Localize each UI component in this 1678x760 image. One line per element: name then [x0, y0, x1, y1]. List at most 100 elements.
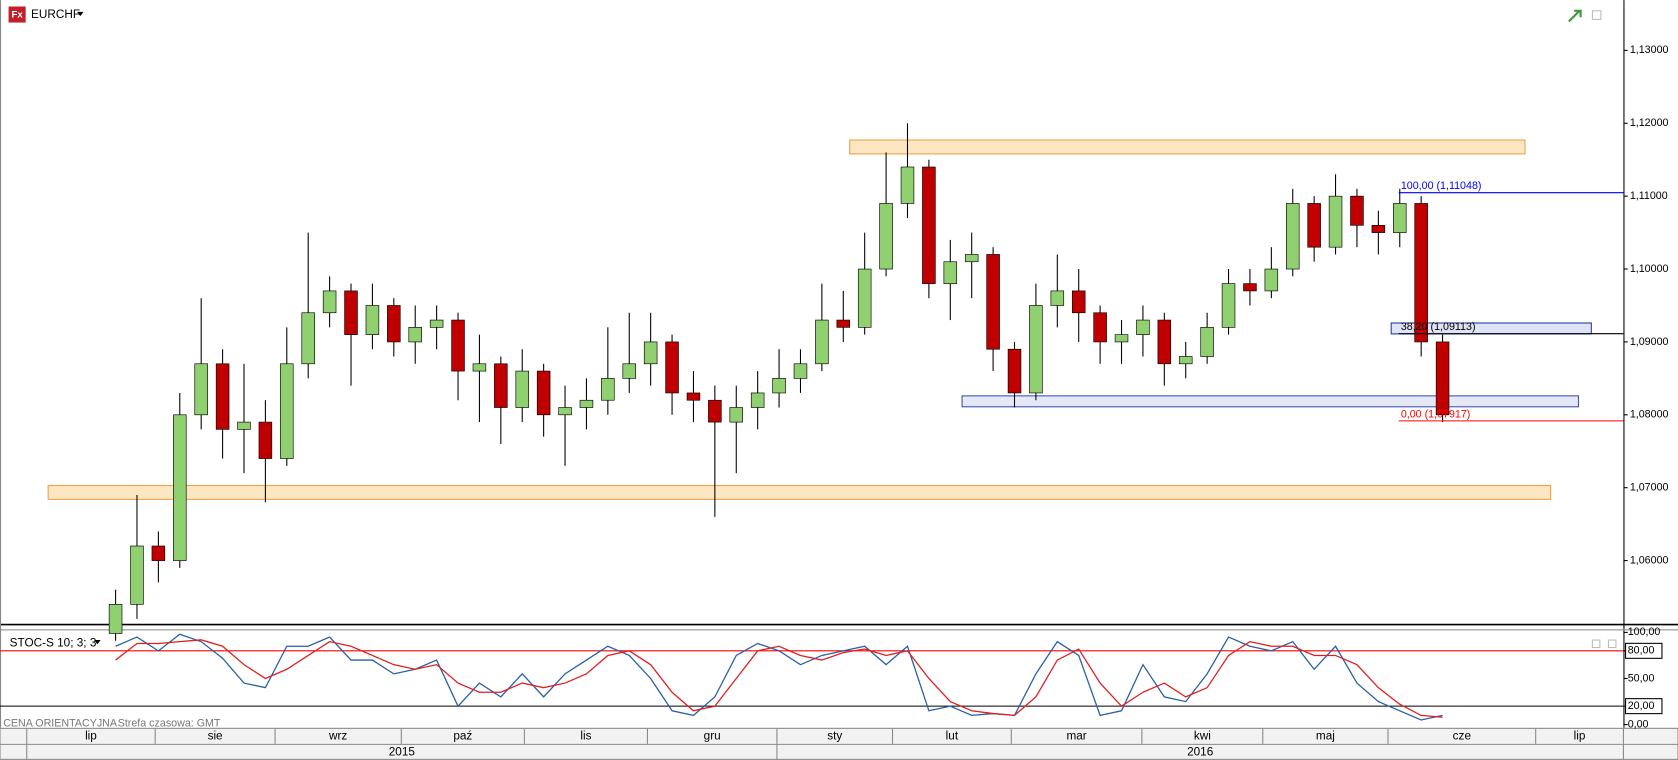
candle-body: [1200, 327, 1214, 357]
candle-body: [173, 414, 187, 561]
y-tick-label: 0,00: [1628, 718, 1649, 730]
y-tick-label: 80,00: [1628, 645, 1655, 657]
candle-body: [1093, 312, 1107, 343]
candle-body: [1029, 305, 1043, 394]
candle-body: [601, 378, 615, 401]
candle-body: [1157, 319, 1172, 365]
month-label: lip: [1574, 729, 1586, 742]
candle-body: [622, 363, 636, 379]
candle-body: [986, 254, 1000, 350]
candle-body: [1114, 334, 1129, 343]
symbol-dropdown[interactable]: [77, 11, 84, 17]
candle-body: [900, 166, 915, 204]
candle-body: [558, 407, 572, 416]
candle-body: [536, 370, 551, 416]
y-tick-label: 1,06000: [1630, 554, 1669, 566]
y-tick-label: 20,00: [1628, 700, 1655, 712]
zone: [47, 484, 1552, 500]
candle-body: [387, 305, 401, 343]
candle-body: [365, 305, 380, 335]
month-label: wrz: [328, 729, 347, 742]
candle-body: [1136, 319, 1150, 335]
candle-body: [836, 319, 851, 328]
year-label: 2015: [389, 746, 416, 759]
plot-area: 1,06000 1,07000 1,08000 1,09000 1,10000 1,110…: [0, 44, 1669, 760]
stochastic-line: [115, 639, 1443, 718]
fib-level-label: 100,00 (1,11048): [1401, 180, 1482, 192]
y-tick-label: 1,08000: [1630, 409, 1669, 421]
month-label: lis: [580, 729, 591, 742]
window-icon[interactable]: [1591, 10, 1602, 20]
candle-body: [322, 290, 337, 314]
indicator-window-icon[interactable]: [1591, 639, 1601, 649]
candle-body: [1414, 203, 1428, 343]
symbol-name[interactable]: EURCHF: [31, 8, 80, 21]
month-label: sty: [827, 729, 842, 742]
candle-body: [1178, 356, 1193, 365]
trade-icon[interactable]: [1568, 9, 1582, 23]
candle-body: [708, 399, 722, 423]
symbol-icon-text: Fx: [12, 10, 24, 21]
indicator-close-icon[interactable]: [1607, 639, 1617, 649]
candle-body: [215, 363, 230, 430]
candle-body: [686, 392, 701, 401]
month-label: lut: [946, 729, 959, 742]
month-label: lip: [85, 729, 97, 742]
y-tick-label: 1,09000: [1630, 336, 1669, 348]
candle-body: [665, 341, 679, 394]
candle-body: [943, 261, 958, 284]
candle-body: [879, 203, 893, 270]
candle-body: [237, 421, 251, 430]
y-tick-box: [1625, 698, 1663, 715]
y-tick-label: 50,00: [1628, 672, 1655, 684]
month-label: gru: [704, 729, 721, 742]
candle-body: [151, 545, 166, 561]
candle-body: [194, 363, 208, 416]
y-tick-box: [1625, 642, 1663, 659]
y-tick-label: 1,07000: [1630, 482, 1669, 494]
candle-body: [1350, 195, 1364, 226]
candle-body: [1221, 283, 1236, 328]
candle-body: [1393, 203, 1407, 233]
indicator-name[interactable]: STOC-S 10; 3; 3: [10, 636, 97, 649]
candle-body: [1435, 341, 1450, 416]
candle-body: [472, 363, 487, 372]
candle-body: [408, 327, 422, 343]
candle-body: [750, 392, 765, 408]
candle-body: [857, 268, 872, 328]
stochastic-line: [115, 633, 1443, 721]
candle-body: [643, 341, 658, 365]
candle-body: [1071, 290, 1086, 314]
candle-body: [793, 363, 808, 379]
candle-body: [280, 363, 294, 459]
price-note: CENA ORIENTACYJNA: [3, 717, 118, 729]
candle-body: [1328, 195, 1343, 248]
candle-body: [964, 254, 979, 263]
month-label: sie: [208, 729, 223, 742]
candle-body: [579, 399, 594, 408]
month-label: mar: [1066, 729, 1086, 742]
month-label: cze: [1453, 729, 1472, 742]
candle-body: [1007, 348, 1022, 394]
year-label: 2016: [1187, 746, 1214, 759]
candle-body: [1286, 203, 1300, 270]
symbol-icon[interactable]: [8, 6, 26, 23]
candle-body: [1243, 283, 1257, 292]
month-label: maj: [1316, 729, 1335, 742]
candle-body: [258, 421, 273, 459]
candle-body: [1050, 290, 1065, 306]
zone: [849, 139, 1526, 155]
candle-body: [429, 319, 444, 328]
month-label: kwi: [1194, 729, 1211, 742]
candle-body: [130, 545, 144, 605]
candle-body: [1307, 203, 1321, 248]
candle-body: [108, 603, 123, 634]
candle-body: [729, 407, 744, 423]
indicator-dropdown[interactable]: [94, 640, 101, 645]
candle-body: [772, 378, 786, 394]
candle-body: [301, 312, 315, 365]
timezone-note: Strefa czasowa: GMT: [118, 717, 221, 729]
y-tick-label: 1,10000: [1630, 263, 1669, 275]
